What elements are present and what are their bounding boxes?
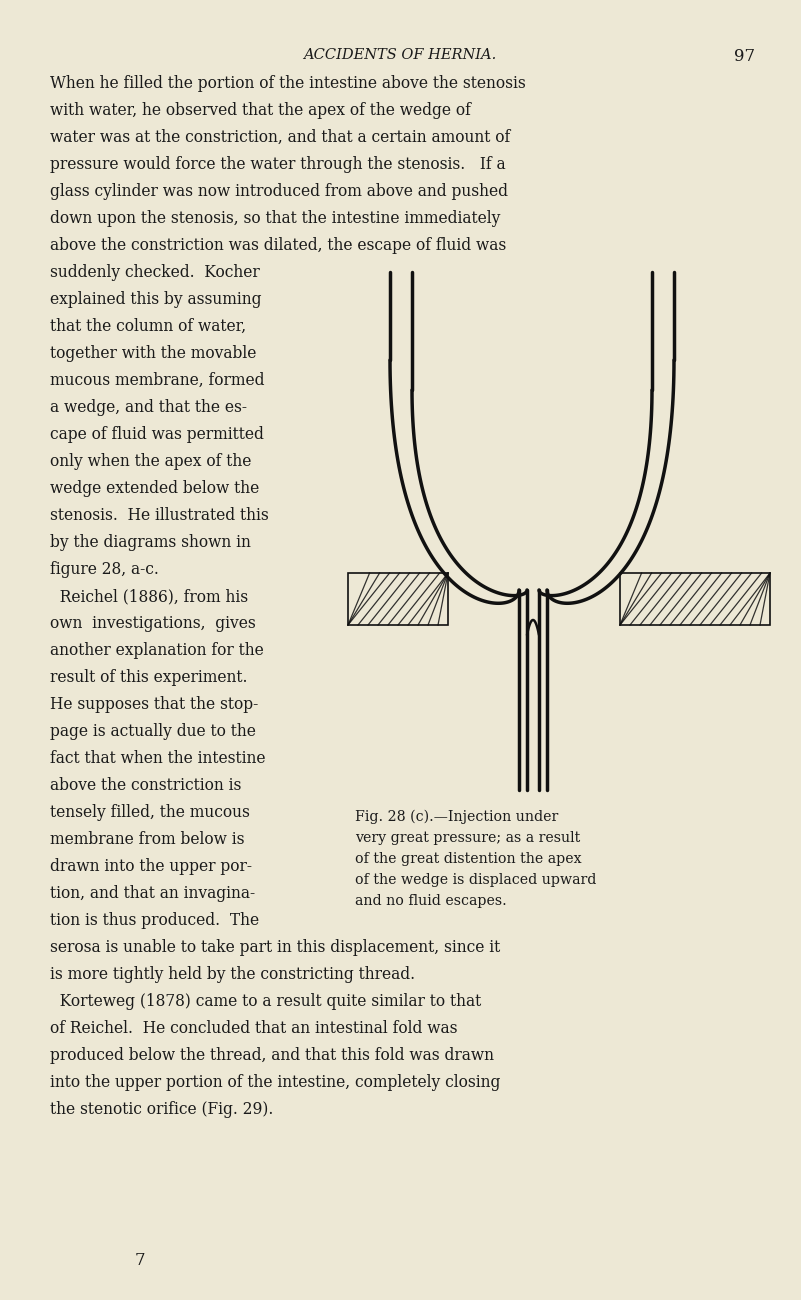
Text: page is actually due to the: page is actually due to the [50, 723, 256, 740]
Text: of Reichel.  He concluded that an intestinal fold was: of Reichel. He concluded that an intesti… [50, 1020, 457, 1037]
Text: fact that when the intestine: fact that when the intestine [50, 750, 265, 767]
Text: drawn into the upper por-: drawn into the upper por- [50, 858, 252, 875]
Text: own  investigations,  gives: own investigations, gives [50, 615, 256, 632]
Text: only when the apex of the: only when the apex of the [50, 452, 252, 471]
Text: figure 28, a-c.: figure 28, a-c. [50, 562, 159, 578]
Text: down upon the stenosis, so that the intestine immediately: down upon the stenosis, so that the inte… [50, 211, 501, 227]
Text: of the wedge is displaced upward: of the wedge is displaced upward [355, 874, 597, 887]
Text: Korteweg (1878) came to a result quite similar to that: Korteweg (1878) came to a result quite s… [50, 993, 481, 1010]
Text: is more tightly held by the constricting thread.: is more tightly held by the constricting… [50, 966, 415, 983]
Text: ACCIDENTS OF HERNIA.: ACCIDENTS OF HERNIA. [304, 48, 497, 62]
Text: very great pressure; as a result: very great pressure; as a result [355, 831, 580, 845]
Text: stenosis.  He illustrated this: stenosis. He illustrated this [50, 507, 269, 524]
Text: mucous membrane, formed: mucous membrane, formed [50, 372, 264, 389]
Text: result of this experiment.: result of this experiment. [50, 670, 248, 686]
Text: pressure would force the water through the stenosis.   If a: pressure would force the water through t… [50, 156, 505, 173]
Text: into the upper portion of the intestine, completely closing: into the upper portion of the intestine,… [50, 1074, 501, 1091]
Text: another explanation for the: another explanation for the [50, 642, 264, 659]
Text: serosa is unable to take part in this displacement, since it: serosa is unable to take part in this di… [50, 939, 501, 956]
Text: He supposes that the stop-: He supposes that the stop- [50, 696, 258, 712]
Text: and no fluid escapes.: and no fluid escapes. [355, 894, 507, 907]
Text: tion, and that an invagina-: tion, and that an invagina- [50, 885, 256, 902]
Text: with water, he observed that the apex of the wedge of: with water, he observed that the apex of… [50, 101, 471, 120]
Text: Fig. 28 (c).—Injection under: Fig. 28 (c).—Injection under [355, 810, 558, 824]
Text: wedge extended below the: wedge extended below the [50, 480, 260, 497]
Text: 97: 97 [734, 48, 755, 65]
Text: water was at the constriction, and that a certain amount of: water was at the constriction, and that … [50, 129, 510, 146]
Text: above the constriction was dilated, the escape of fluid was: above the constriction was dilated, the … [50, 237, 506, 254]
Text: together with the movable: together with the movable [50, 344, 256, 361]
Text: by the diagrams shown in: by the diagrams shown in [50, 534, 251, 551]
Bar [348, 573, 448, 625]
Text: above the constriction is: above the constriction is [50, 777, 241, 794]
Text: Reichel (1886), from his: Reichel (1886), from his [50, 588, 248, 604]
Text: tion is thus produced.  The: tion is thus produced. The [50, 913, 260, 929]
Text: the stenotic orifice (Fig. 29).: the stenotic orifice (Fig. 29). [50, 1101, 273, 1118]
Text: explained this by assuming: explained this by assuming [50, 291, 261, 308]
Text: produced below the thread, and that this fold was drawn: produced below the thread, and that this… [50, 1046, 494, 1063]
Text: glass cylinder was now introduced from above and pushed: glass cylinder was now introduced from a… [50, 183, 508, 200]
Text: that the column of water,: that the column of water, [50, 318, 246, 335]
Text: suddenly checked.  Kocher: suddenly checked. Kocher [50, 264, 260, 281]
Bar [620, 573, 770, 625]
Text: membrane from below is: membrane from below is [50, 831, 244, 848]
Text: 7: 7 [135, 1252, 145, 1269]
Text: of the great distention the apex: of the great distention the apex [355, 852, 582, 866]
Text: cape of fluid was permitted: cape of fluid was permitted [50, 426, 264, 443]
Text: a wedge, and that the es-: a wedge, and that the es- [50, 399, 247, 416]
Text: tensely filled, the mucous: tensely filled, the mucous [50, 803, 250, 822]
Text: When he filled the portion of the intestine above the stenosis: When he filled the portion of the intest… [50, 75, 525, 92]
